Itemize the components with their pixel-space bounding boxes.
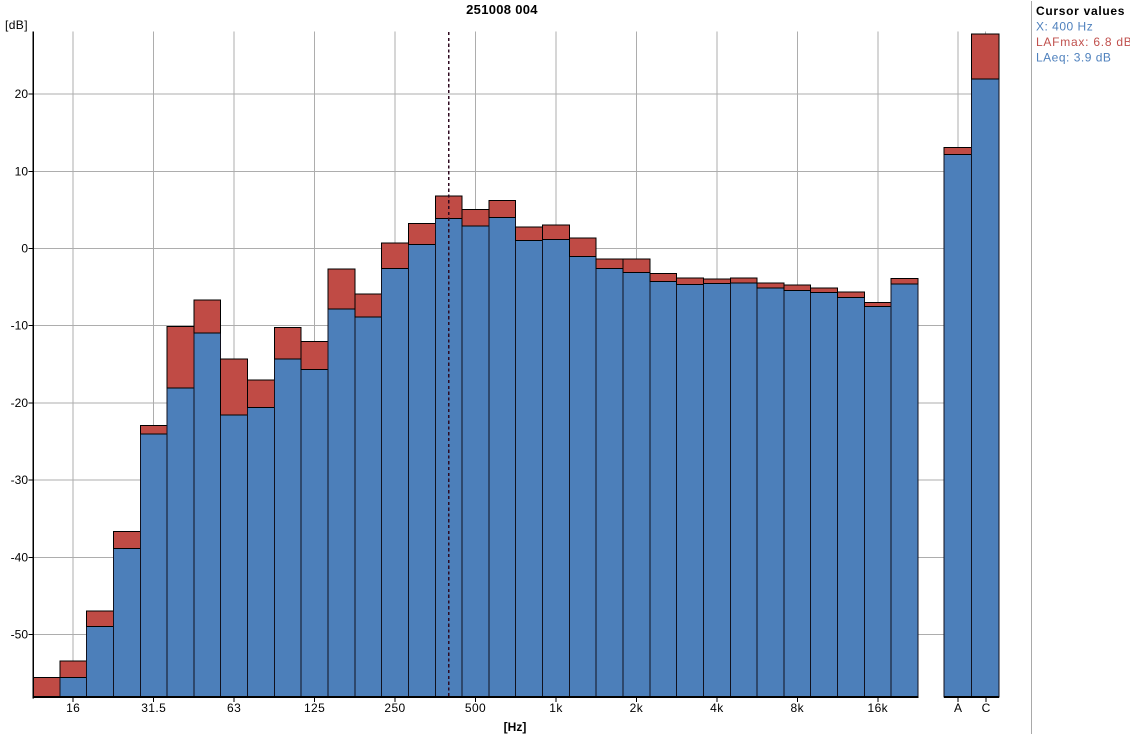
svg-text:16: 16	[66, 701, 80, 715]
svg-text:[dB]: [dB]	[5, 18, 28, 32]
svg-text:-40: -40	[11, 550, 29, 564]
svg-text:A: A	[954, 701, 962, 715]
svg-text:125: 125	[304, 701, 325, 715]
svg-text:-20: -20	[11, 396, 29, 410]
svg-text:500: 500	[465, 701, 486, 715]
svg-text:1k: 1k	[549, 701, 563, 715]
svg-text:250: 250	[384, 701, 405, 715]
svg-text:-50: -50	[11, 628, 29, 642]
svg-text:C: C	[982, 701, 991, 715]
svg-text:16k: 16k	[868, 701, 889, 715]
svg-text:4k: 4k	[710, 701, 724, 715]
svg-text:10: 10	[15, 164, 29, 178]
svg-text:Cursor values: Cursor values	[1036, 4, 1125, 18]
svg-text:-30: -30	[11, 473, 29, 487]
svg-text:2k: 2k	[630, 701, 644, 715]
svg-text:31.5: 31.5	[141, 701, 166, 715]
svg-text:63: 63	[227, 701, 241, 715]
svg-text:20: 20	[15, 87, 29, 101]
svg-text:8k: 8k	[791, 701, 805, 715]
svg-text:LAFmax: 6.8 dB: LAFmax: 6.8 dB	[1036, 35, 1130, 49]
svg-text:X: 400 Hz: X: 400 Hz	[1036, 20, 1093, 34]
svg-text:-10: -10	[11, 319, 29, 333]
svg-text:[Hz]: [Hz]	[504, 720, 527, 734]
svg-text:0: 0	[21, 242, 28, 256]
svg-text:LAeq: 3.9 dB: LAeq: 3.9 dB	[1036, 51, 1111, 65]
svg-text:251008 004: 251008 004	[466, 2, 538, 17]
